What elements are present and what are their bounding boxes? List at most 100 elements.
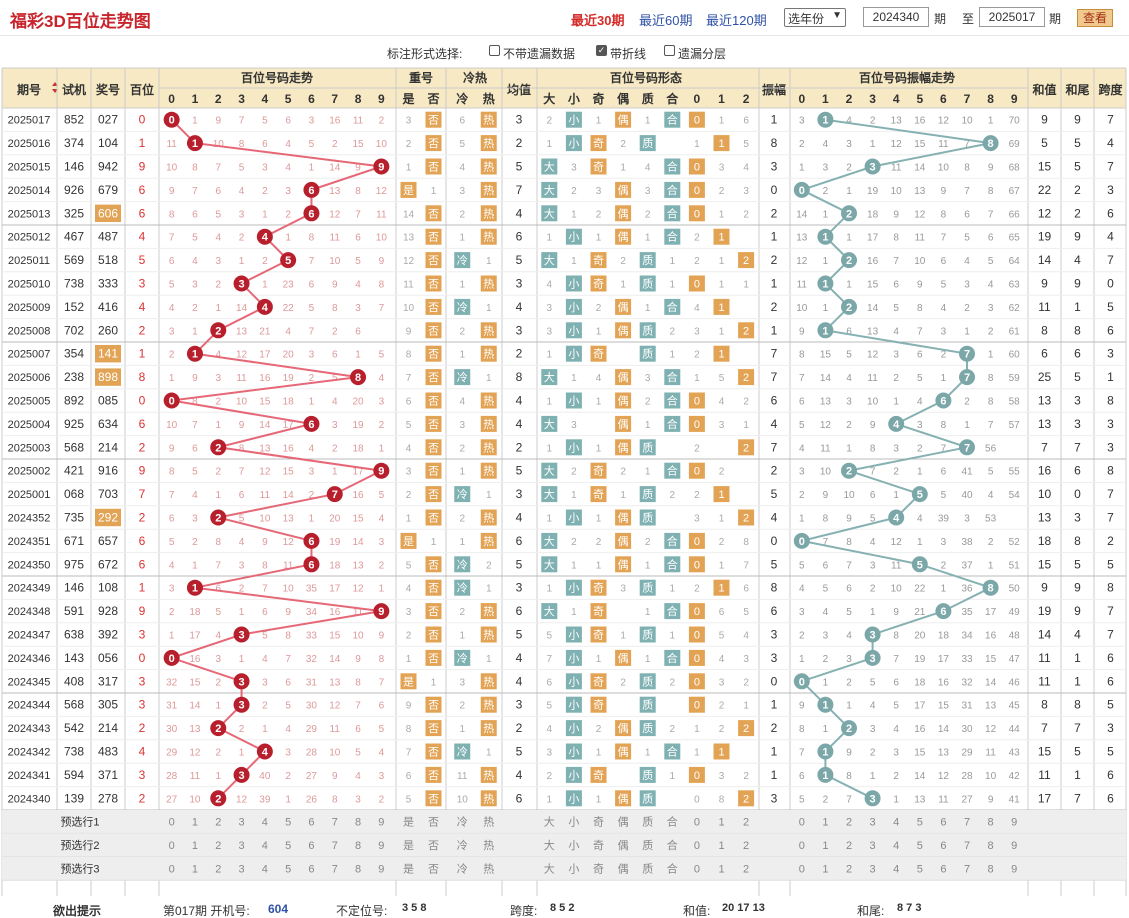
amp-cell: 1	[771, 277, 778, 291]
form-marker	[565, 720, 582, 737]
form-marker	[590, 579, 607, 596]
miss-cell: 8	[169, 467, 175, 478]
test-cell: 638	[64, 628, 84, 642]
amp-cell: 1	[771, 323, 778, 337]
amp-miss-cell: 4	[964, 256, 970, 267]
no-miss-data-checkbox[interactable]	[489, 45, 500, 56]
miss-cell: 5	[547, 701, 553, 712]
coldhot-marker	[480, 673, 497, 690]
sum-cell: 19	[1038, 604, 1052, 618]
form-cell: 质	[642, 512, 653, 525]
preselect-digit: 4	[262, 817, 268, 829]
miss-cell: 7	[309, 326, 315, 337]
coldhot-marker	[454, 252, 471, 269]
recent-60-link[interactable]: 最近60期	[639, 13, 693, 28]
preselect-repeat: 否	[428, 840, 439, 852]
from-issue-input[interactable]: 2024340	[863, 7, 929, 27]
prize-cell: 898	[98, 370, 118, 384]
preselect-amp-digit: 0	[799, 864, 805, 876]
preselect-form: 0	[694, 840, 700, 852]
form-cell: 质	[642, 792, 653, 805]
view-button[interactable]: 查看	[1077, 9, 1113, 27]
form-cell: 质	[642, 278, 653, 291]
form-cell: 小	[568, 324, 579, 337]
preselect-digit: 0	[169, 817, 175, 829]
hundred-cell: 1	[139, 136, 146, 150]
miss-cell: 14	[189, 701, 201, 712]
prize-highlight	[95, 345, 121, 363]
miss-cell: 2	[620, 467, 626, 478]
form-cell: 0	[694, 630, 700, 642]
to-issue-input[interactable]: 2025017	[979, 7, 1045, 27]
miss-cell: 4	[239, 537, 245, 548]
form-cell: 合	[667, 206, 678, 220]
coldhot-cell: 热	[483, 465, 494, 478]
miss-cell: 3	[309, 116, 315, 127]
amp-cell: 1	[771, 768, 778, 782]
amp-miss-cell: 8	[941, 209, 947, 220]
miss-cell: 5	[169, 280, 175, 291]
miss-cell: 6	[169, 256, 175, 267]
preselect-digit: 9	[378, 840, 384, 852]
amp-miss-cell: 7	[799, 748, 805, 759]
amp-miss-cell: 5	[823, 584, 829, 595]
sum-cell: 13	[1038, 394, 1052, 408]
miss-layer-checkbox[interactable]	[664, 45, 675, 56]
amp-miss-cell: 2	[964, 303, 970, 314]
amp-miss-cell: 12	[891, 537, 903, 548]
options-bar: 标注形式选择: 不带遗漏数据 ✓ 带折线 遗漏分层	[0, 37, 1129, 67]
hundred-ball	[186, 345, 203, 362]
amp-miss-cell: 10	[914, 256, 926, 267]
amp-miss-cell: 58	[1009, 397, 1021, 408]
recent-30-link[interactable]: 最近30期	[571, 13, 625, 28]
miss-cell: 12	[329, 209, 341, 220]
year-select[interactable]: 选年份 ▼	[784, 8, 846, 27]
miss-cell: 3	[406, 467, 412, 478]
miss-cell: 1	[694, 373, 700, 384]
repeat-cell: 否	[428, 466, 439, 478]
miss-cell: 3	[547, 303, 553, 314]
miss-cell: 2	[169, 350, 175, 361]
amp-cell: 7	[771, 347, 778, 361]
miss-cell: 1	[596, 794, 602, 805]
miss-cell: 2	[719, 537, 725, 548]
miss-cell: 1	[694, 139, 700, 150]
amp-ball	[959, 345, 975, 362]
issue-header: 期号	[17, 82, 41, 97]
amp-miss-cell: 12	[820, 420, 832, 431]
miss-cell: 4	[459, 163, 465, 174]
span-cell: 1	[1107, 370, 1114, 384]
hundred-ball-number: 6	[308, 208, 314, 220]
amp-cell: 1	[771, 745, 778, 759]
miss-cell: 19	[283, 373, 295, 384]
sumtail-cell: 7	[1074, 721, 1081, 735]
coldhot-cell: 热	[483, 137, 494, 150]
miss-cell: 16	[283, 443, 295, 454]
form-cell: 0	[694, 185, 700, 197]
amp-miss-cell: 16	[985, 631, 997, 642]
miss-cell: 1	[486, 654, 492, 665]
preselect-amp-digit: 9	[1011, 817, 1017, 829]
issue-cell: 2025017	[8, 115, 51, 127]
miss-cell: 3	[379, 771, 385, 782]
repeat-marker	[425, 603, 442, 620]
miss-cell: 2	[620, 256, 626, 267]
issue-cell: 2024350	[8, 559, 51, 571]
miss-cell: 11	[376, 209, 387, 220]
show-line-checkbox[interactable]: ✓	[596, 45, 607, 56]
amp-ball	[864, 790, 881, 807]
miss-cell: 9	[239, 420, 245, 431]
amp-miss-cell: 1	[988, 350, 994, 361]
recent-120-link[interactable]: 最近120期	[706, 13, 767, 28]
miss-cell: 5	[406, 420, 412, 431]
form-cell: 0	[694, 770, 700, 782]
miss-cell: 1	[719, 280, 725, 291]
amp-miss-cell: 38	[961, 537, 973, 548]
hundred-cell: 9	[139, 464, 146, 478]
amp-digit-header: 4	[893, 92, 900, 106]
avg-cell: 6	[516, 230, 523, 244]
miss-cell: 5	[379, 490, 385, 501]
issue-cell: 2024346	[8, 653, 51, 665]
hundred-ball	[233, 673, 250, 690]
miss-cell: 15	[352, 139, 364, 150]
